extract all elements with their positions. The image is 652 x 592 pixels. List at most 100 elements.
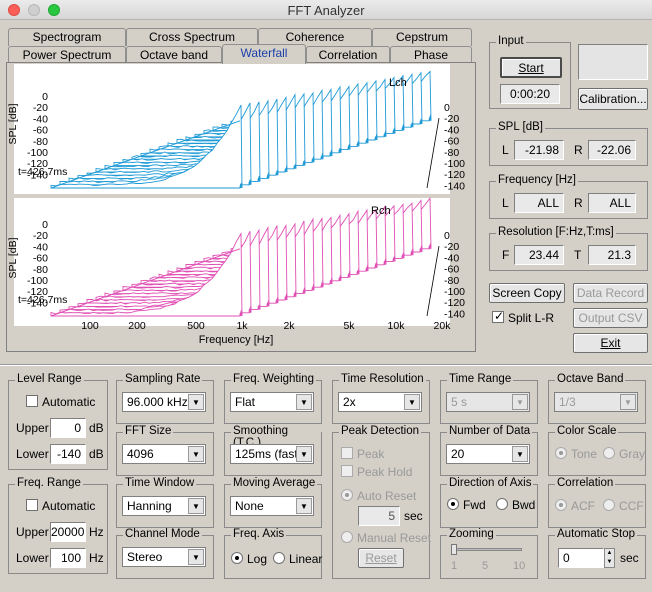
correlation-ccf-radio[interactable]: [603, 499, 615, 511]
rch-ylabel: SPL [dB]: [7, 237, 19, 278]
freq-lower-input[interactable]: 100: [50, 548, 86, 568]
freq-r-label: R: [574, 196, 583, 210]
close-window-button[interactable]: [8, 4, 20, 16]
rch-right-ytick: -60: [444, 264, 459, 276]
tab-spectrogram[interactable]: Spectrogram: [8, 28, 126, 46]
level-lower-input[interactable]: -140: [50, 444, 86, 464]
freq-upper-label: Upper: [16, 525, 49, 539]
level-lower-label: Lower: [16, 447, 49, 461]
fft-size-select[interactable]: 4096 ▼: [122, 444, 206, 464]
freq-lower-label: Lower: [16, 551, 49, 565]
freq-upper-input[interactable]: 20000: [50, 522, 86, 542]
manual-reset-radio[interactable]: [341, 531, 353, 543]
lch-ytick: -60: [33, 125, 48, 137]
lch-ytick: -100: [27, 147, 48, 159]
smoothing-select[interactable]: 125ms (fast) ▼: [230, 444, 314, 464]
automatic-stop-input[interactable]: 0: [558, 548, 604, 568]
rch-ytick: -80: [33, 264, 48, 276]
minimize-window-button[interactable]: [28, 4, 40, 16]
rch-right-ytick: -120: [444, 297, 465, 309]
automatic-stop-group: Automatic Stop: [548, 528, 646, 579]
freq-weighting-select[interactable]: Flat ▼: [230, 392, 314, 412]
zoom-window-button[interactable]: [48, 4, 60, 16]
peak-label: Peak: [357, 447, 385, 461]
sampling-rate-select[interactable]: 96.000 kHz ▼: [122, 392, 206, 412]
tab-correlation[interactable]: Correlation: [306, 46, 390, 64]
exit-button[interactable]: Exit: [573, 333, 648, 353]
freq-axis-linear-radio[interactable]: [273, 552, 285, 564]
automatic-stop-spinner[interactable]: ▲ ▼: [604, 548, 615, 568]
color-gray-radio[interactable]: [603, 447, 615, 459]
rch-ytick: -60: [33, 253, 48, 265]
spl-group: SPL [dB]: [489, 121, 648, 166]
fft-size-group: FFT Size: [116, 425, 214, 476]
rch-right-ytick: -140: [444, 308, 465, 320]
moving-average-group: Moving Average: [224, 477, 322, 528]
zoom-tick-1: 1: [451, 560, 458, 572]
peak-hold-checkbox[interactable]: [341, 465, 353, 477]
freq-axis-log-label: Log: [247, 552, 268, 566]
rch-ytick: -20: [33, 230, 48, 242]
lch-right-ytick: -40: [444, 124, 459, 136]
tab-power-spectrum[interactable]: Power Spectrum: [8, 46, 126, 64]
zoom-slider-thumb[interactable]: [451, 544, 457, 555]
auto-reset-seconds[interactable]: 5: [358, 506, 400, 526]
rch-right-ytick: 0: [444, 230, 450, 242]
freq-l-value: ALL: [514, 193, 564, 213]
level-automatic-checkbox[interactable]: [26, 395, 38, 407]
freq-automatic-label: Automatic: [42, 499, 96, 513]
color-tone-radio[interactable]: [555, 447, 567, 459]
rch-right-ytick: -100: [444, 286, 465, 298]
tab-cross-spectrum[interactable]: Cross Spectrum: [126, 28, 258, 46]
lch-ytick: -140: [27, 169, 48, 181]
auto-reset-radio[interactable]: [341, 489, 353, 501]
input-group: Input: [489, 35, 571, 109]
time-range-select[interactable]: 5 s ▼: [446, 392, 530, 412]
xtick: 5k: [343, 320, 355, 332]
rch-ytick: -140: [27, 297, 48, 309]
tab-phase[interactable]: Phase: [390, 46, 472, 64]
time-resolution-group: Time Resolution: [332, 373, 430, 424]
tab-coherence[interactable]: Coherence: [258, 28, 372, 46]
rch-ytick: -100: [27, 275, 48, 287]
freq-weighting-group: Freq. Weighting: [224, 373, 322, 424]
number-of-data-select[interactable]: 20 ▼: [446, 444, 530, 464]
correlation-ccf-label: CCF: [619, 499, 644, 513]
start-button[interactable]: Start: [500, 57, 562, 78]
peak-checkbox[interactable]: [341, 447, 353, 459]
xtick: 2k: [283, 320, 295, 332]
split-lr-checkbox[interactable]: [492, 309, 504, 323]
tab-waterfall[interactable]: Waterfall: [222, 44, 306, 64]
direction-bwd-radio[interactable]: [496, 498, 508, 510]
data-record-button[interactable]: Data Record: [573, 283, 648, 303]
time-window-select[interactable]: Hanning ▼: [122, 496, 206, 516]
zoom-slider-track[interactable]: [452, 548, 522, 551]
lch-ytick: -40: [33, 113, 48, 125]
octave-band-select[interactable]: 1/3 ▼: [554, 392, 638, 412]
xtick: 500: [187, 320, 205, 332]
correlation-acf-radio[interactable]: [555, 499, 567, 511]
lch-right-ytick: -140: [444, 180, 465, 192]
spl-l-label: L: [502, 143, 509, 157]
output-csv-button[interactable]: Output CSV: [573, 308, 648, 328]
freq-axis-group: Freq. Axis: [224, 528, 322, 579]
manual-reset-label: Manual Reset: [357, 531, 432, 545]
res-f-label: F: [502, 248, 510, 262]
xtick: 100: [81, 320, 99, 332]
level-upper-input[interactable]: 0: [50, 418, 86, 438]
elapsed-time-field: 0:00:20: [500, 84, 560, 104]
reset-button[interactable]: Reset: [358, 548, 404, 568]
screen-copy-button[interactable]: Screen Copy: [489, 283, 565, 303]
freq-automatic-checkbox[interactable]: [26, 499, 38, 511]
time-resolution-select[interactable]: 2x ▼: [338, 392, 422, 412]
tab-cepstrum[interactable]: Cepstrum: [372, 28, 472, 46]
channel-mode-select[interactable]: Stereo ▼: [122, 547, 206, 567]
moving-average-select[interactable]: None ▼: [230, 496, 314, 516]
calibration-button[interactable]: Calibration...: [578, 88, 648, 110]
time-window-group: Time Window: [116, 477, 214, 528]
level-lower-unit: dB: [89, 447, 104, 461]
tab-octave-band[interactable]: Octave band: [126, 46, 222, 64]
auto-reset-sec-unit: sec: [404, 509, 423, 523]
direction-fwd-radio[interactable]: [447, 498, 459, 510]
freq-axis-log-radio[interactable]: [231, 552, 243, 564]
